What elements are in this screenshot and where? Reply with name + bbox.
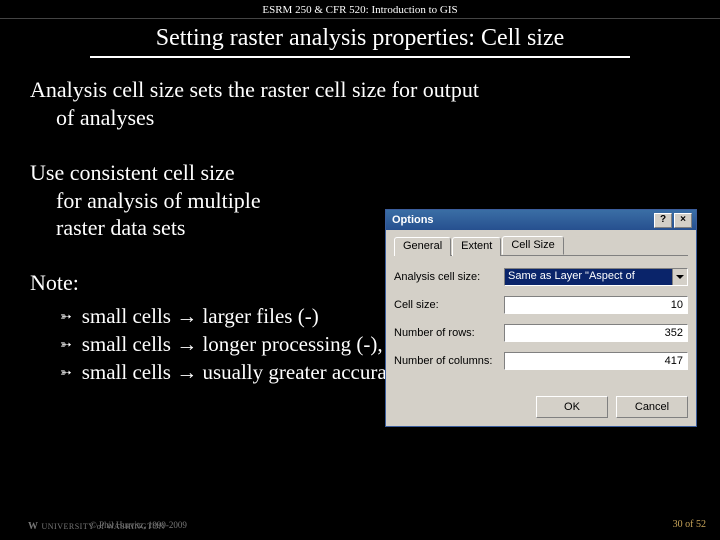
paragraph-2: Use consistent cell size for analysis of… [30,159,350,242]
row-number-rows: Number of rows: [394,324,688,342]
slide-footer: WUNIVERSITY of WASHINGTON © Phil Hurvitz… [0,514,720,534]
cancel-button[interactable]: Cancel [616,396,688,418]
row-cell-size: Cell size: [394,296,688,314]
row-analysis-cell-size: Analysis cell size: Same as Layer "Aspec… [394,268,688,286]
ok-button[interactable]: OK [536,396,608,418]
options-dialog: Options ? × General Extent Cell Size Ana… [386,210,696,426]
chevron-down-icon[interactable] [672,269,687,285]
label-number-rows: Number of rows: [394,327,504,339]
para2-line2: for analysis of multiple [30,187,350,215]
dialog-title: Options [392,214,652,226]
copyright: © Phil Hurvitz, 1999-2009 [90,520,187,530]
dialog-button-row: OK Cancel [394,396,688,418]
number-rows-input[interactable] [504,324,688,342]
label-number-columns: Number of columns: [394,355,504,367]
page-number: 30 of 52 [673,519,706,530]
paragraph-1: Analysis cell size sets the raster cell … [30,76,690,131]
tab-cell-size[interactable]: Cell Size [502,236,563,255]
cell-size-input[interactable] [504,296,688,314]
slide-title: Setting raster analysis properties: Cell… [90,19,630,58]
label-cell-size: Cell size: [394,299,504,311]
number-columns-input[interactable] [504,352,688,370]
tab-strip: General Extent Cell Size [394,236,688,256]
para2-line1: Use consistent cell size [30,160,235,185]
course-header: ESRM 250 & CFR 520: Introduction to GIS [0,0,720,19]
dropdown-value: Same as Layer "Aspect of [505,269,672,285]
para1-line2: of analyses [30,104,690,132]
dialog-body: General Extent Cell Size Analysis cell s… [386,230,696,426]
close-button[interactable]: × [674,213,692,228]
label-analysis-cell-size: Analysis cell size: [394,271,504,283]
tab-extent[interactable]: Extent [452,237,501,256]
tab-general[interactable]: General [394,237,451,256]
row-number-columns: Number of columns: [394,352,688,370]
para1-line1: Analysis cell size sets the raster cell … [30,77,479,102]
help-button[interactable]: ? [654,213,672,228]
slide-content: Analysis cell size sets the raster cell … [0,58,720,387]
para2-line3: raster data sets [30,214,350,242]
dialog-titlebar[interactable]: Options ? × [386,210,696,230]
analysis-cell-size-dropdown[interactable]: Same as Layer "Aspect of [504,268,688,286]
uw-w-icon: W [28,521,39,532]
